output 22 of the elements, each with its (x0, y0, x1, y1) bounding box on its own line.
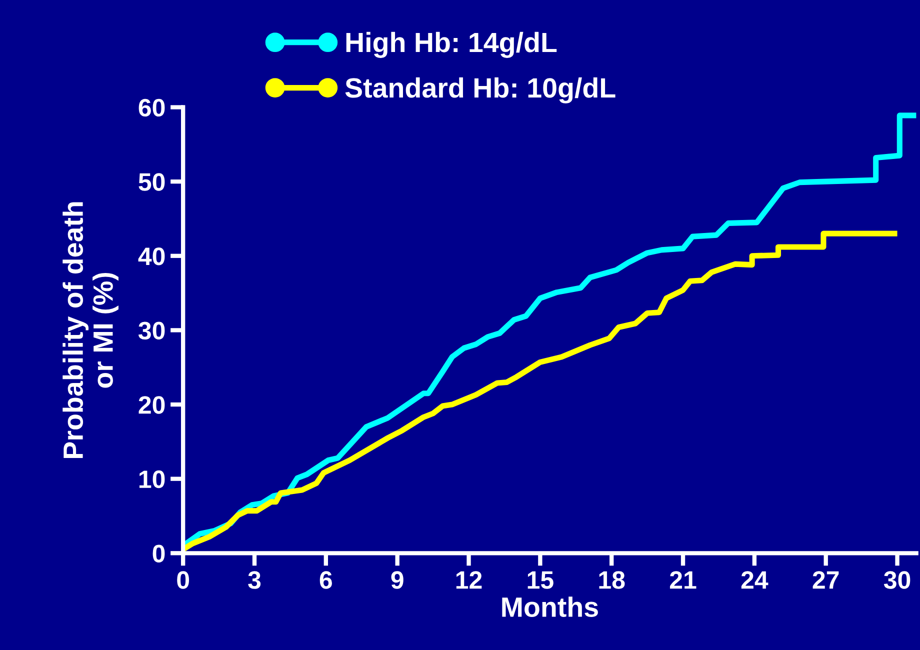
x-tick-label: 0 (177, 571, 190, 589)
legend-label: High Hb: 14g/dL (346, 32, 557, 58)
y-tick-label: 30 (138, 322, 165, 340)
x-tick-label: 12 (456, 571, 482, 589)
y-tick-label: 0 (152, 544, 165, 562)
x-tick-label: 24 (741, 571, 768, 589)
y-tick-label: 60 (138, 98, 165, 117)
y-tick-label: 10 (139, 470, 165, 488)
y-tick-label: 50 (138, 173, 165, 191)
x-tick-label: 27 (812, 571, 839, 589)
x-tick-label: 15 (528, 571, 554, 589)
x-tick-label: 18 (599, 571, 625, 589)
x-tick-label: 9 (391, 571, 404, 589)
y-tick-label: 40 (138, 247, 165, 266)
x-tick-label: 21 (670, 571, 696, 589)
x-tick-label: 3 (248, 571, 261, 589)
x-axis-title: Months (502, 596, 598, 617)
x-tick-label: 30 (884, 571, 910, 589)
y-tick-label: 20 (138, 396, 165, 414)
y-axis-title: Probability of death or MI (%) (62, 202, 118, 458)
legend-label: Standard Hb: 10g/dL (345, 77, 616, 104)
x-tick-label: 6 (320, 571, 332, 589)
